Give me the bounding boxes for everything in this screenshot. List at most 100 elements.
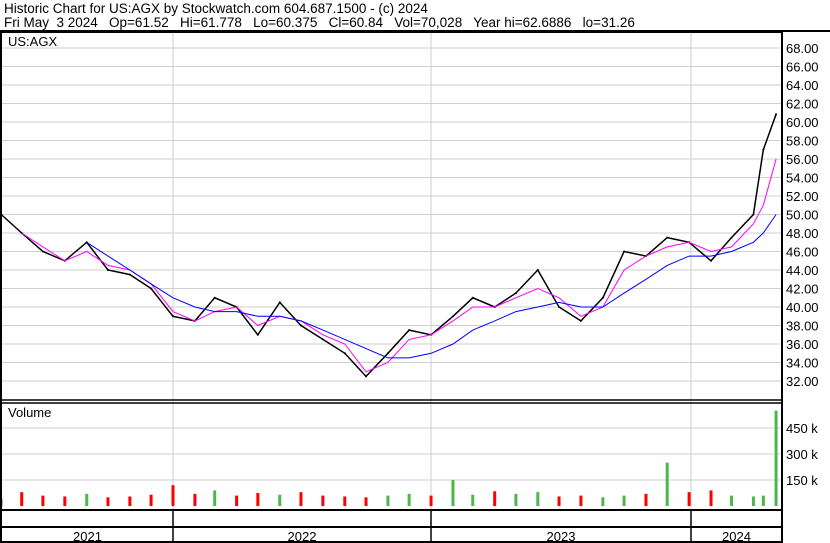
volume-tick-label: 150 k xyxy=(786,473,818,488)
year-label: 2022 xyxy=(288,529,317,543)
price-point xyxy=(278,301,281,304)
price-point xyxy=(471,296,474,299)
price-tick-label: 50.00 xyxy=(786,208,819,223)
price-point xyxy=(623,250,626,253)
volume-bar xyxy=(386,495,390,506)
price-point xyxy=(41,250,44,253)
volume-bar xyxy=(235,495,239,506)
volume-bar xyxy=(213,490,217,506)
volume-bar xyxy=(63,496,67,506)
volume-tick-label: 450 k xyxy=(786,421,818,436)
year-label: 2021 xyxy=(73,529,102,543)
price-point xyxy=(386,352,389,355)
price-tick-label: 40.00 xyxy=(786,300,819,315)
price-point xyxy=(408,329,411,332)
grid xyxy=(2,32,781,510)
price-tick-label: 38.00 xyxy=(786,319,819,334)
price-line xyxy=(0,113,777,378)
volume-bar xyxy=(85,493,89,506)
price-point xyxy=(365,375,368,378)
price-point xyxy=(128,273,131,276)
year-label: 2023 xyxy=(547,529,576,543)
price-tick-label: 68.00 xyxy=(786,41,819,56)
volume-bar xyxy=(321,495,325,506)
price-tick-label: 56.00 xyxy=(786,152,819,167)
volume-bar xyxy=(193,493,197,506)
volume-bar xyxy=(751,496,755,506)
volume-bar xyxy=(687,492,691,506)
price-tick-label: 48.00 xyxy=(786,226,819,241)
volume-bar xyxy=(451,480,455,506)
price-point xyxy=(666,236,669,239)
price-point xyxy=(256,333,259,336)
volume-bar xyxy=(774,410,778,506)
volume-bar xyxy=(343,496,347,506)
price-tick-label: 58.00 xyxy=(786,134,819,149)
price-tick-label: 34.00 xyxy=(786,356,819,371)
volume-bar xyxy=(407,493,411,506)
volume-bar xyxy=(364,497,368,506)
price-axis: 68.00 66.00 64.00 62.00 60.00 58.00 56.00 54.00… xyxy=(786,41,819,389)
volume-bar xyxy=(709,490,713,506)
price-point xyxy=(579,319,582,322)
volume-bar xyxy=(601,497,605,506)
volume-bar xyxy=(644,493,648,506)
volume-label: Volume xyxy=(8,405,51,420)
price-point xyxy=(106,269,109,271)
volume-bar xyxy=(493,491,497,506)
volume-bar xyxy=(278,494,282,506)
volume-bar xyxy=(665,462,669,506)
price-tick-label: 42.00 xyxy=(786,282,819,297)
price-tick-label: 54.00 xyxy=(786,171,819,186)
price-point xyxy=(299,324,302,327)
price-tick-label: 52.00 xyxy=(786,189,819,204)
year-label: 2024 xyxy=(722,529,751,543)
volume-bar xyxy=(579,495,583,506)
volume-tick-label: 300 k xyxy=(786,447,818,462)
chart-title: Historic Chart for US:AGX by Stockwatch.… xyxy=(4,1,428,16)
volume-bars xyxy=(0,410,778,506)
volume-bar xyxy=(149,494,153,506)
ma-short-line xyxy=(21,158,777,373)
price-point xyxy=(536,269,539,271)
volume-axis: 450 k 300 k 150 k xyxy=(786,421,818,488)
price-point xyxy=(601,296,604,299)
price-point xyxy=(172,315,174,318)
volume-bar xyxy=(20,492,24,506)
symbol-label: US:AGX xyxy=(8,34,57,49)
chart-frame xyxy=(0,30,830,543)
volume-bar xyxy=(429,495,433,506)
volume-bar xyxy=(128,496,132,506)
price-point xyxy=(762,148,765,151)
ma-long-line xyxy=(86,214,777,359)
volume-bar xyxy=(514,493,518,506)
price-point xyxy=(752,213,755,216)
price-point xyxy=(213,296,216,299)
price-point xyxy=(775,113,778,116)
price-tick-label: 60.00 xyxy=(786,115,819,130)
volume-bar xyxy=(761,495,765,506)
volume-bar xyxy=(730,495,734,506)
price-point xyxy=(710,259,713,262)
price-point xyxy=(321,338,324,341)
price-lines xyxy=(0,113,778,378)
volume-bar xyxy=(622,495,626,506)
price-point xyxy=(451,315,454,318)
price-tick-label: 66.00 xyxy=(786,60,819,75)
volume-bar xyxy=(106,497,110,506)
volume-bar xyxy=(256,493,260,506)
volume-bar xyxy=(536,492,540,506)
volume-bar xyxy=(299,492,303,506)
price-point xyxy=(514,292,517,295)
volume-bar xyxy=(171,485,175,506)
price-tick-label: 36.00 xyxy=(786,337,819,352)
year-axis: 2021 2022 2023 2024 xyxy=(73,510,751,543)
price-point xyxy=(730,236,733,239)
price-point xyxy=(343,352,346,355)
price-tick-label: 46.00 xyxy=(786,245,819,260)
volume-bar xyxy=(41,495,45,506)
quote-summary: Fri May 3 2024 Op=61.52 Hi=61.778 Lo=60.… xyxy=(4,15,635,30)
price-tick-label: 64.00 xyxy=(786,78,819,93)
